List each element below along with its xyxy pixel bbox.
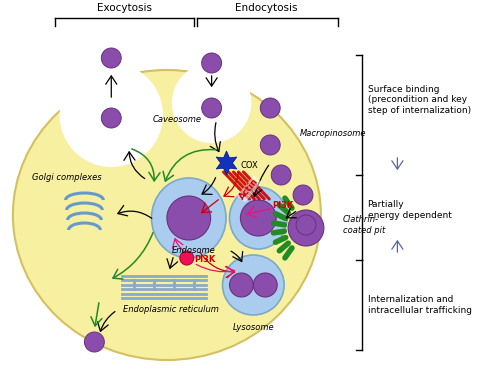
Circle shape xyxy=(84,332,104,352)
Circle shape xyxy=(293,185,313,205)
Text: PI3K: PI3K xyxy=(272,201,294,209)
Circle shape xyxy=(60,63,163,167)
Circle shape xyxy=(254,273,277,297)
Text: Partially
energy dependent: Partially energy dependent xyxy=(368,200,452,220)
Text: PI3K: PI3K xyxy=(194,255,216,265)
Text: Macropinosome: Macropinosome xyxy=(300,128,366,138)
Circle shape xyxy=(271,165,291,185)
Text: Actin: Actin xyxy=(238,177,260,201)
Circle shape xyxy=(288,210,324,246)
Text: Surface binding
(precondition and key
step of internalization): Surface binding (precondition and key st… xyxy=(368,85,470,115)
Text: Endocytosis: Endocytosis xyxy=(235,3,298,13)
Circle shape xyxy=(260,98,280,118)
Text: Clathrin-
coated pit: Clathrin- coated pit xyxy=(343,215,385,235)
Ellipse shape xyxy=(152,178,226,258)
Text: Lysosome: Lysosome xyxy=(232,323,274,332)
Circle shape xyxy=(167,196,210,240)
Circle shape xyxy=(180,251,194,265)
Text: Endoplasmic reticulum: Endoplasmic reticulum xyxy=(123,305,219,315)
Polygon shape xyxy=(216,151,237,175)
Text: Caveosome: Caveosome xyxy=(152,116,202,124)
Circle shape xyxy=(230,273,254,297)
Text: Golgi complexes: Golgi complexes xyxy=(32,173,102,183)
Ellipse shape xyxy=(222,255,284,315)
Ellipse shape xyxy=(230,187,287,249)
Circle shape xyxy=(202,98,222,118)
Text: Exocytosis: Exocytosis xyxy=(96,3,152,13)
Circle shape xyxy=(172,63,252,143)
Circle shape xyxy=(260,135,280,155)
Circle shape xyxy=(102,108,121,128)
Circle shape xyxy=(240,200,276,236)
Ellipse shape xyxy=(13,70,321,360)
Text: Endosome: Endosome xyxy=(172,246,216,255)
Text: COX: COX xyxy=(240,160,258,170)
Circle shape xyxy=(202,53,222,73)
Text: Internalization and
intracellular trafficking: Internalization and intracellular traffi… xyxy=(368,295,472,315)
Circle shape xyxy=(102,48,121,68)
Circle shape xyxy=(296,215,316,235)
